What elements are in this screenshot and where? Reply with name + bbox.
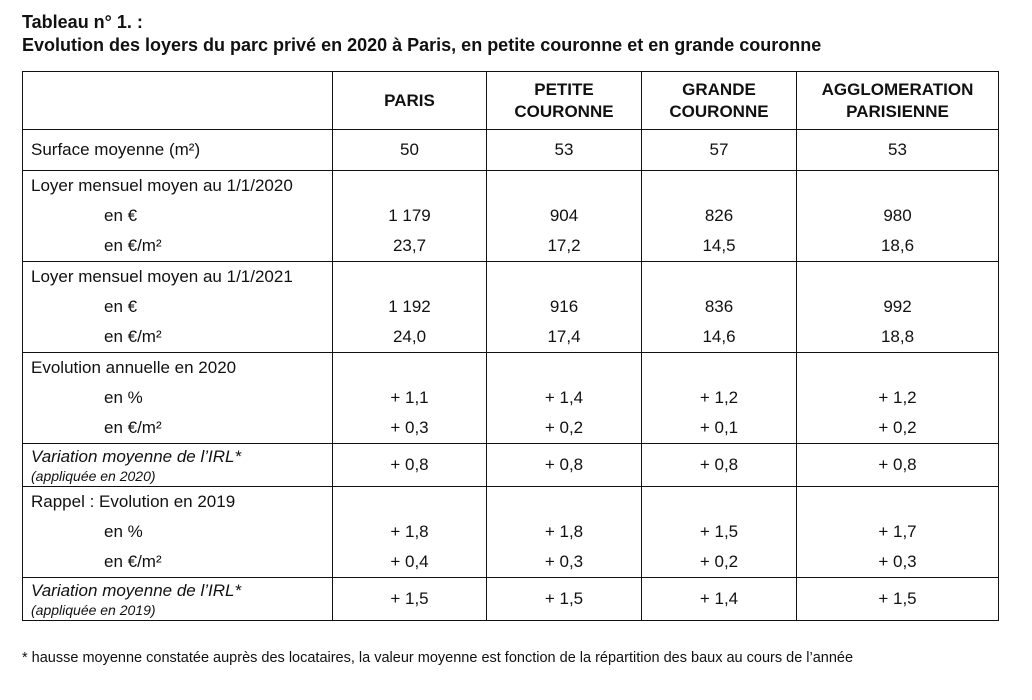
value-cell: + 0,8 xyxy=(390,455,429,474)
table-row-evolution-2020: Evolution annuelle en 2020 en % en €/m² … xyxy=(22,352,999,444)
value-cell: 1 192 xyxy=(388,297,431,316)
sub-label: en € xyxy=(104,206,138,225)
value-cell: + 0,8 xyxy=(699,455,739,474)
sub-label: en €/m² xyxy=(104,552,162,571)
value-cell: + 0,2 xyxy=(878,418,917,437)
value-cell: 23,7 xyxy=(392,236,427,255)
value-cell: + 1,5 xyxy=(699,522,739,541)
row-note: (appliquée en 2020) xyxy=(31,468,156,484)
value-cell: + 1,4 xyxy=(544,388,584,407)
value-cell: 18,8 xyxy=(880,327,915,346)
header-empty-cell xyxy=(22,71,333,130)
sub-label: en €/m² xyxy=(104,418,162,437)
row-label: Loyer mensuel moyen au 1/1/2021 xyxy=(31,267,293,286)
value-cell: + 0,3 xyxy=(878,552,917,571)
value-cell: 836 xyxy=(704,297,734,316)
value-cell: + 1,5 xyxy=(878,589,917,608)
value-cell: + 0,2 xyxy=(699,552,739,571)
value-cell: 916 xyxy=(549,297,579,316)
value-cell: 14,5 xyxy=(702,236,736,255)
row-label: Evolution annuelle en 2020 xyxy=(31,358,237,377)
value-cell: 50 xyxy=(400,140,419,159)
sub-label: en € xyxy=(104,297,138,316)
value-cell: + 0,1 xyxy=(699,418,739,437)
table-row-evolution-2019: Rappel : Evolution en 2019 en % en €/m² … xyxy=(22,486,999,578)
footnote: * hausse moyenne constatée auprès des lo… xyxy=(22,650,854,666)
value-cell: 904 xyxy=(549,206,579,225)
value-cell: 53 xyxy=(888,140,907,159)
header-agglomeration: AGGLOMERATION PARISIENNE xyxy=(796,71,999,130)
row-note: (appliquée en 2019) xyxy=(31,602,156,618)
value-cell: 18,6 xyxy=(880,236,915,255)
table-row-irl-2019: Variation moyenne de l’IRL* (appliquée e… xyxy=(22,577,999,621)
rent-table: PARIS PETITE COURONNE GRANDE COURONNE AG… xyxy=(22,71,999,621)
value-cell: + 0,3 xyxy=(390,418,429,437)
value-cell: 17,4 xyxy=(547,327,581,346)
value-cell: + 1,7 xyxy=(878,522,917,541)
row-label: Loyer mensuel moyen au 1/1/2020 xyxy=(31,176,293,195)
value-cell: + 1,8 xyxy=(544,522,584,541)
sub-label: en % xyxy=(104,388,143,407)
value-cell: 17,2 xyxy=(547,236,581,255)
value-cell: 826 xyxy=(704,206,734,225)
value-cell: + 0,8 xyxy=(878,455,917,474)
value-cell: 24,0 xyxy=(392,327,427,346)
row-label: Variation moyenne de l’IRL* xyxy=(31,447,242,466)
value-cell: + 0,4 xyxy=(390,552,429,571)
value-cell: 14,6 xyxy=(702,327,736,346)
header-grande-couronne: GRANDE COURONNE xyxy=(641,71,797,130)
value-cell: 53 xyxy=(554,140,574,159)
table-row-irl-2020: Variation moyenne de l’IRL* (appliquée e… xyxy=(22,443,999,487)
table-number: Tableau n° 1. : xyxy=(22,12,143,32)
table-caption: Evolution des loyers du parc privé en 20… xyxy=(22,35,822,55)
value-cell: + 1,2 xyxy=(878,388,917,407)
value-cell: + 0,2 xyxy=(544,418,584,437)
value-cell: 992 xyxy=(883,297,912,316)
row-label: Variation moyenne de l’IRL* xyxy=(31,581,242,600)
value-cell: + 1,1 xyxy=(390,388,429,407)
header-paris: PARIS xyxy=(332,71,487,130)
value-cell: + 0,3 xyxy=(544,552,584,571)
value-cell: + 1,5 xyxy=(544,589,584,608)
value-cell: + 1,8 xyxy=(390,522,429,541)
value-cell: + 1,5 xyxy=(390,589,429,608)
table-row-surface: Surface moyenne (m²) 50 53 57 53 xyxy=(22,129,999,171)
header-petite-couronne: PETITE COURONNE xyxy=(486,71,642,130)
value-cell: 1 179 xyxy=(388,206,431,225)
value-cell: + 1,2 xyxy=(699,388,739,407)
sub-label: en €/m² xyxy=(104,236,162,255)
value-cell: + 1,4 xyxy=(699,589,739,608)
header-row: PARIS PETITE COURONNE GRANDE COURONNE AG… xyxy=(22,71,999,130)
value-cell: 57 xyxy=(709,140,729,159)
value-cell: + 0,8 xyxy=(544,455,584,474)
row-label: Rappel : Evolution en 2019 xyxy=(31,492,236,511)
sub-label: en % xyxy=(104,522,143,541)
value-cell: 980 xyxy=(883,206,912,225)
table-row-loyer-2020: Loyer mensuel moyen au 1/1/2020 en € en … xyxy=(22,170,999,262)
row-label: Surface moyenne (m²) xyxy=(31,140,201,159)
table-row-loyer-2021: Loyer mensuel moyen au 1/1/2021 en € en … xyxy=(22,261,999,353)
table-title: Tableau n° 1. : Evolution des loyers du … xyxy=(22,11,821,57)
sub-label: en €/m² xyxy=(104,327,162,346)
